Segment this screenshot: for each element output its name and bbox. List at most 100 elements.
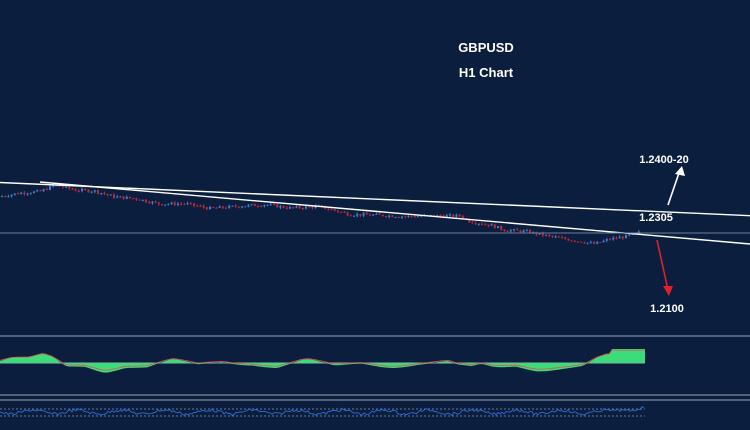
annotation-layer: 1.2400-20 1.2305 1.2100 [639, 154, 689, 315]
candle [74, 188, 77, 192]
candle [583, 241, 586, 244]
candle [244, 206, 247, 208]
candle [193, 203, 195, 208]
candle [1, 195, 3, 198]
candle [455, 213, 458, 219]
candle [340, 211, 343, 214]
candle [493, 224, 496, 229]
candle [295, 205, 298, 209]
candle [39, 189, 42, 192]
candle [23, 191, 26, 196]
candle [618, 235, 621, 239]
candle [269, 202, 272, 206]
candle [199, 204, 202, 207]
candle [13, 193, 16, 196]
candle [263, 204, 266, 208]
candle [394, 216, 397, 219]
candle [212, 206, 215, 209]
candle [45, 187, 48, 191]
candle [202, 204, 205, 209]
candle [535, 231, 538, 237]
candle [481, 222, 483, 226]
candle [164, 204, 167, 207]
trendline-layer [0, 181, 750, 245]
rsi-line [0, 406, 645, 417]
down-arrow-icon [656, 239, 673, 296]
candle [10, 194, 13, 198]
candle [404, 215, 407, 219]
candle [615, 236, 618, 240]
candle [135, 197, 138, 202]
candle [359, 214, 362, 218]
candle [231, 205, 234, 207]
candle [276, 204, 279, 208]
candle [218, 205, 221, 208]
candle [253, 203, 256, 207]
candle [445, 213, 448, 218]
candle [500, 225, 503, 231]
candle [477, 223, 480, 226]
candle [599, 241, 602, 244]
candle [545, 234, 547, 237]
candle [81, 187, 83, 193]
candle [205, 206, 208, 211]
candle [113, 193, 115, 199]
candle [122, 196, 125, 200]
candle [589, 240, 592, 244]
candle [564, 236, 567, 240]
candle [157, 202, 160, 206]
candle [237, 206, 240, 209]
candle [356, 212, 359, 218]
candle [154, 200, 157, 203]
candle [343, 211, 346, 213]
candle [125, 195, 128, 200]
candle [311, 206, 314, 210]
candle [298, 205, 301, 210]
candle [100, 192, 103, 196]
candle [84, 187, 87, 191]
candle [372, 213, 375, 217]
candle [628, 234, 631, 237]
candle [90, 190, 93, 194]
candle [385, 215, 387, 218]
oscillator-panel [0, 349, 645, 373]
candle [177, 202, 179, 207]
candle [289, 205, 291, 210]
candle [148, 200, 151, 204]
candle [180, 202, 183, 206]
candle [292, 206, 295, 209]
candle [557, 235, 560, 238]
candle [561, 235, 563, 239]
candle [129, 196, 131, 199]
candle [7, 194, 10, 198]
candle [506, 230, 509, 232]
candle [26, 192, 29, 196]
rsi-panel [0, 406, 645, 417]
candle [189, 202, 192, 205]
candle [353, 215, 355, 217]
candle [279, 204, 282, 210]
candle [609, 238, 611, 241]
candle [596, 241, 599, 245]
candle [410, 215, 413, 218]
candle [369, 213, 371, 216]
candle [586, 242, 589, 245]
candle [458, 214, 461, 218]
candle [362, 211, 365, 218]
candle [167, 203, 170, 206]
candle [87, 189, 90, 193]
candle [285, 206, 288, 210]
candle [103, 191, 106, 196]
candle [554, 235, 557, 239]
candle [257, 204, 259, 208]
candle [337, 210, 339, 213]
candle [228, 204, 231, 209]
candle [548, 233, 551, 238]
candle [612, 236, 615, 241]
candle [381, 214, 384, 217]
candle [42, 188, 45, 192]
candle [173, 201, 176, 207]
candle [471, 221, 474, 224]
candle [593, 241, 595, 245]
candle [215, 207, 218, 209]
